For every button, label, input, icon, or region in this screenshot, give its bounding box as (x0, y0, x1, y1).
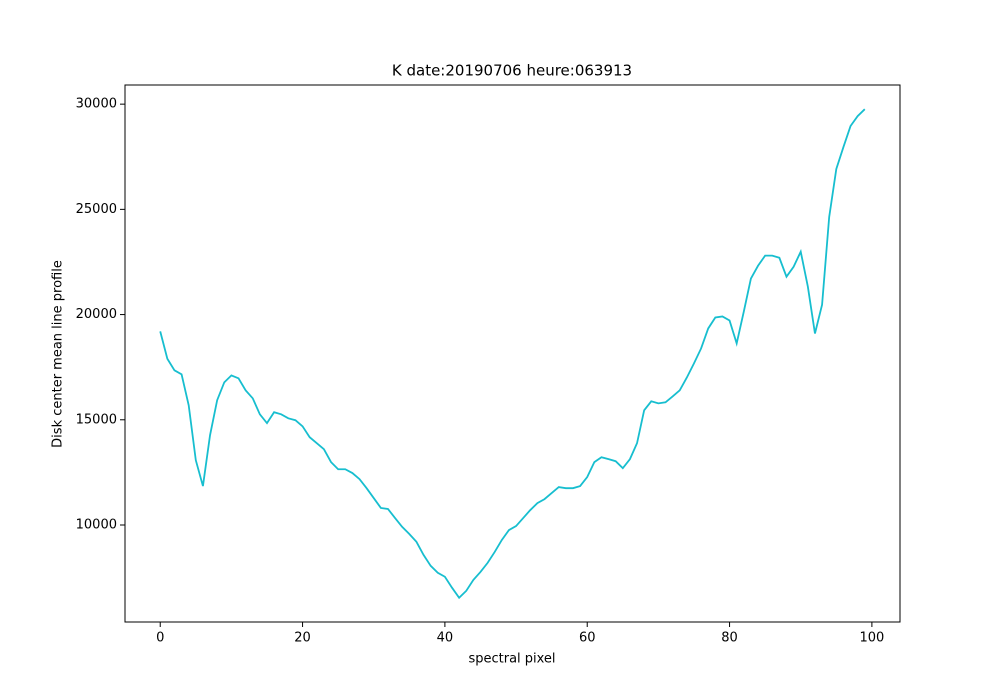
x-tick-label: 80 (721, 631, 738, 646)
x-tick-label: 40 (437, 631, 454, 646)
data-line (159, 108, 866, 600)
x-tick-label: 60 (579, 631, 596, 646)
y-tick-label: 15000 (76, 412, 117, 427)
y-tick-label: 10000 (76, 517, 117, 532)
y-tick-label: 25000 (76, 202, 117, 217)
x-tick-label: 0 (156, 631, 164, 646)
x-tick-label: 100 (859, 631, 884, 646)
y-tick-label: 20000 (76, 307, 117, 322)
chart-title: K date:20190706 heure:063913 (392, 62, 632, 80)
x-tick-label: 20 (294, 631, 311, 646)
y-tick-label: 30000 (76, 97, 117, 112)
plot-frame (124, 84, 901, 623)
y-axis-label: Disk center mean line profile (51, 260, 66, 448)
x-axis-label: spectral pixel (468, 652, 555, 667)
